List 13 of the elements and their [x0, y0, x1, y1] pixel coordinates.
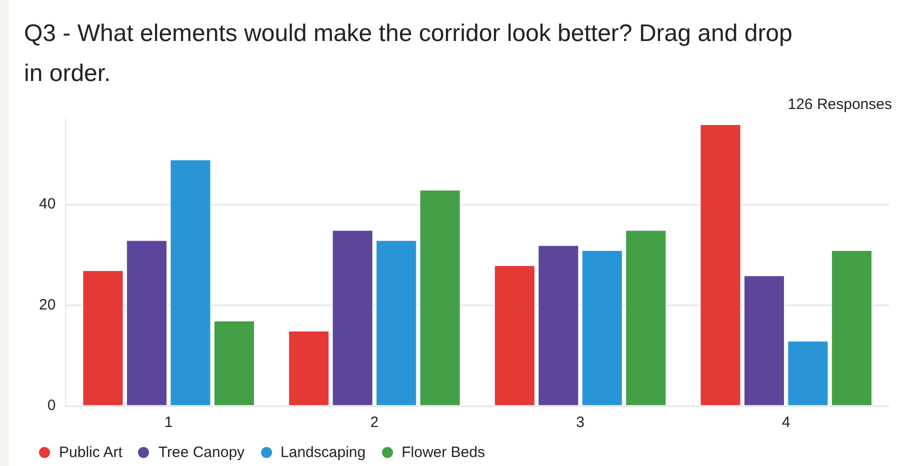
y-tick-label: 0: [47, 397, 56, 414]
x-tick-label: 2: [370, 414, 379, 432]
legend-label: Tree Canopy: [158, 444, 245, 461]
x-tick-label: 1: [164, 414, 173, 432]
y-tick-label: 20: [38, 296, 56, 314]
x-tick-label: 4: [782, 414, 790, 432]
text: 126 Responses: [788, 96, 892, 113]
chart-title: Q3 - What elements would make the corridor look better? Drag and drop in order.: [24, 19, 794, 89]
x-tick-label: 3: [576, 414, 584, 432]
y-tick-label: 40: [38, 196, 56, 213]
legend-label: Flower Beds: [402, 444, 485, 461]
legend-label: Landscaping: [280, 444, 366, 461]
legend-label: Public Art: [59, 444, 122, 461]
